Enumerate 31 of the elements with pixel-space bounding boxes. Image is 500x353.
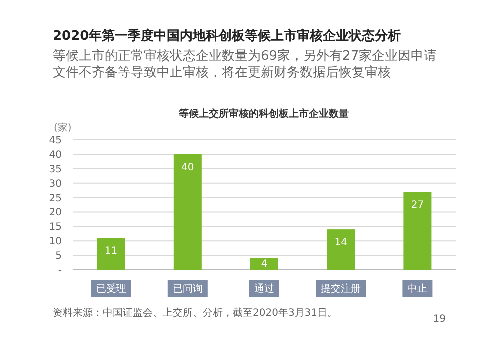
- x-tick-label: 已问询: [172, 283, 203, 295]
- text: 资料来源：中国证监会、上交所、分析，截至2020年3月31日。: [53, 307, 338, 319]
- y-tick-label: 35: [49, 164, 62, 176]
- bar: [250, 258, 278, 270]
- y-tick-label: 25: [49, 193, 62, 204]
- data-label: 40: [182, 162, 194, 174]
- y-tick-label: 40: [49, 150, 62, 161]
- x-tick-label: 提交注册: [321, 283, 362, 295]
- y-tick-label: 10: [49, 236, 62, 248]
- x-tick-label: 已受理: [96, 283, 126, 295]
- y-tick-label: 5: [56, 251, 62, 262]
- x-tick-label: 中止: [408, 283, 428, 295]
- y-axis-title: (家): [54, 122, 72, 134]
- text: 19: [433, 314, 446, 325]
- y-tick-label: 30: [49, 178, 62, 190]
- data-label: 27: [411, 200, 424, 211]
- data-label: 11: [104, 246, 118, 258]
- y-tick-label: -: [58, 266, 62, 276]
- bar: [174, 154, 202, 270]
- y-tick-label: 15: [49, 222, 62, 234]
- x-tick-label: 通过: [254, 283, 274, 295]
- x-axis-title: 等候上交所审核的科创板上市企业数量: [178, 108, 349, 120]
- chart-title: 2020年第一季度中国内地科创板等候上市审核企业状态分析: [53, 28, 402, 44]
- y-tick-label: 45: [49, 136, 62, 146]
- data-label: 14: [334, 238, 348, 249]
- bar: [404, 192, 432, 270]
- data-label: 4: [261, 259, 268, 270]
- chart-subtitle: 等候上市的正常审核状态企业数量为69家，另外有27家企业因申请文件不齐备等导致中止审核，将在更新财务数据后恢复审核: [53, 48, 438, 80]
- bar: [327, 230, 356, 270]
- y-tick-label: 20: [49, 208, 62, 219]
- bar: [97, 238, 126, 270]
